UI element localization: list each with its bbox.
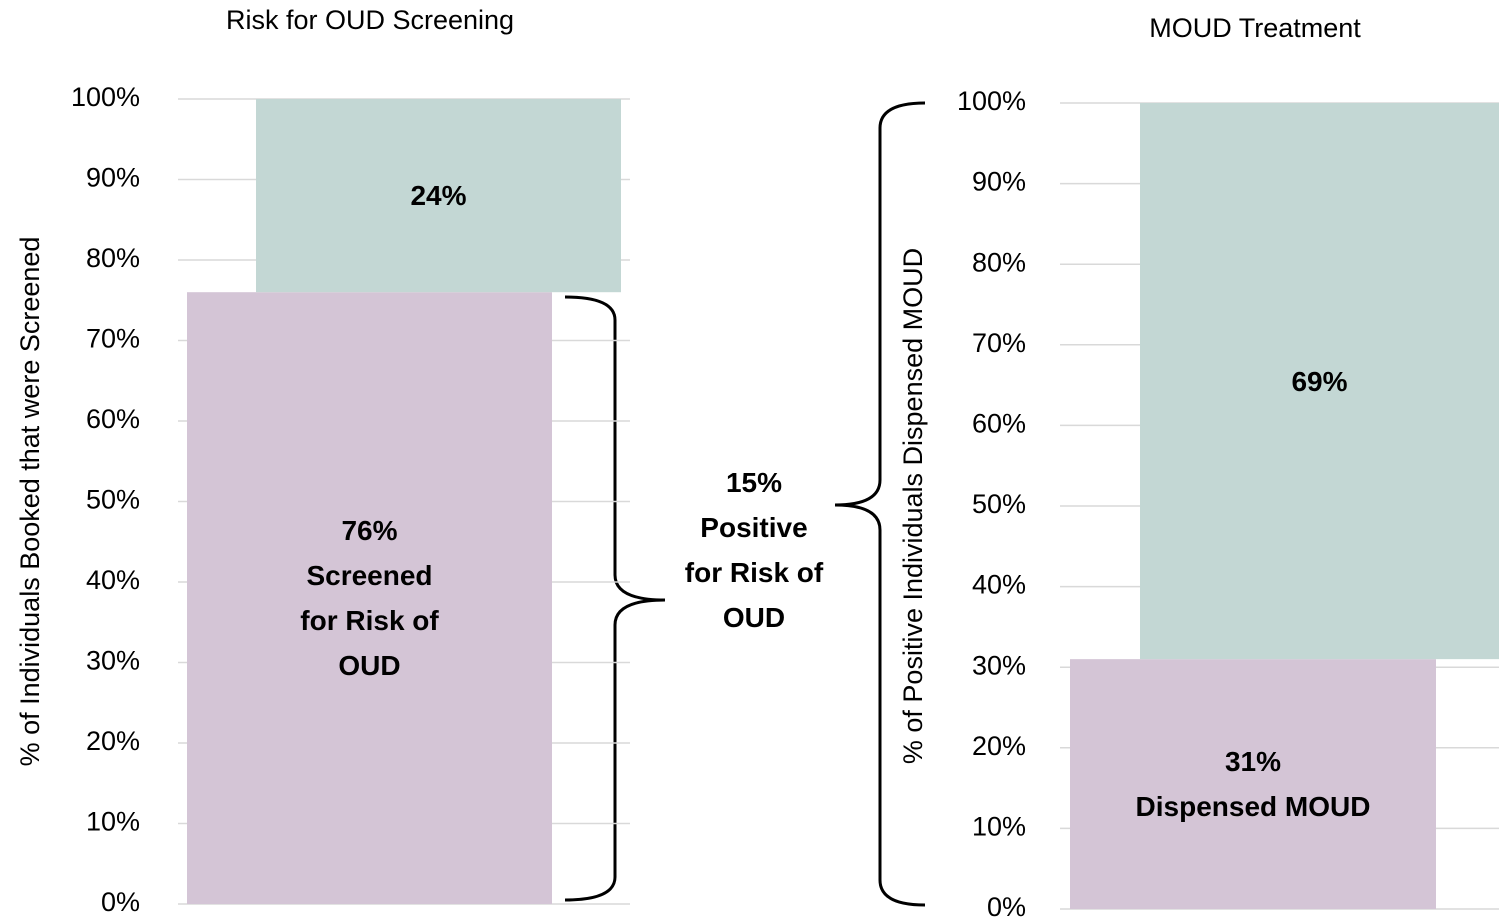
segment-name: Screened for Risk of OUD: [300, 560, 439, 682]
y-tick-label: 0%: [987, 892, 1026, 922]
brace: [834, 101, 926, 907]
y-tick-label: 60%: [972, 409, 1026, 439]
y-tick-label: 80%: [972, 247, 1026, 277]
value-label: 69%: [1291, 365, 1348, 397]
segment-label: 24%: [256, 99, 621, 292]
y-tick-label: 100%: [71, 82, 140, 112]
y-tick-label: 30%: [972, 650, 1026, 680]
y-tick-label: 40%: [972, 570, 1026, 600]
y-tick-label: 40%: [86, 565, 140, 595]
y-tick-label: 20%: [86, 726, 140, 756]
segment-label-box: 76% Screened for Risk of OUD: [187, 292, 552, 904]
segment-label: 31% Dispensed MOUD: [1070, 659, 1436, 909]
chart-title: Risk for OUD Screening: [226, 5, 514, 35]
bar-segment: [1070, 659, 1436, 909]
y-tick-label: 10%: [972, 812, 1026, 842]
segment-label-box: 31% Dispensed MOUD: [1070, 659, 1436, 909]
y-tick-label: 0%: [101, 887, 140, 917]
y-tick-label: 50%: [86, 485, 140, 515]
value-label: 31%: [1224, 746, 1282, 778]
chart-title: MOUD Treatment: [1149, 13, 1361, 43]
bar-segment: [187, 292, 552, 904]
annotation: 15% Positive for Risk of OUD: [684, 467, 824, 633]
segment-label: 69%: [1140, 103, 1499, 659]
y-tick-label: 50%: [972, 489, 1026, 519]
y-tick-label: 20%: [972, 731, 1026, 761]
value-label: 24%: [410, 180, 467, 212]
bar-segment: [256, 99, 621, 293]
y-tick-label: 30%: [86, 646, 140, 676]
value-label: 76%: [341, 515, 398, 547]
segment-name: Dispensed MOUD: [1135, 791, 1371, 823]
y-tick-label: 90%: [972, 167, 1026, 197]
y-tick-label: 80%: [86, 243, 140, 273]
segment-label-box: 24%: [256, 99, 621, 292]
y-tick-label: 10%: [86, 807, 140, 837]
segment-label-box: 69%: [1140, 103, 1499, 659]
y-tick-label: 60%: [86, 404, 140, 434]
segment-label: 76% Screened for Risk of OUD: [187, 292, 552, 904]
y-tick-label: 70%: [86, 324, 140, 354]
annotation-box: 15% Positive for Risk of OUD: [684, 467, 824, 633]
bar-segment: [1140, 103, 1499, 660]
y-tick-label: 70%: [972, 328, 1026, 358]
y-axis-label: % of Individuals Booked that were Screen…: [15, 237, 45, 767]
brace: [564, 295, 666, 902]
y-tick-label: 100%: [957, 86, 1026, 116]
y-tick-label: 90%: [86, 163, 140, 193]
y-axis-label: % of Positive Individuals Dispensed MOUD: [898, 248, 928, 764]
